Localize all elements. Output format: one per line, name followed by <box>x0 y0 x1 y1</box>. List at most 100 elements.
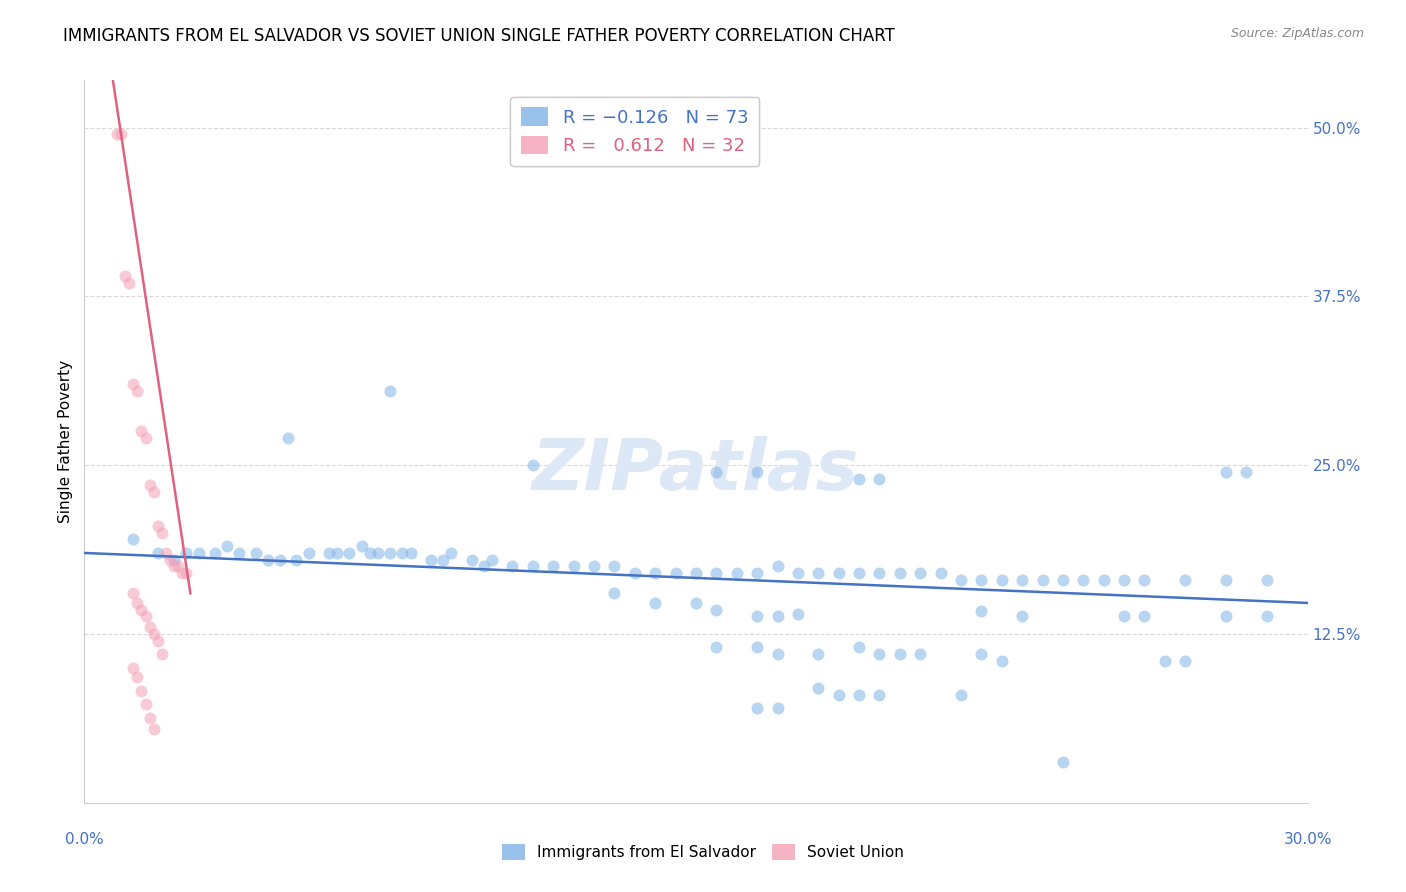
Point <box>910 566 932 581</box>
Point <box>603 559 626 574</box>
Point <box>706 465 728 479</box>
Point <box>1073 573 1095 587</box>
Point <box>1011 609 1033 624</box>
Point <box>174 546 197 560</box>
Legend: Immigrants from El Salvador, Soviet Union: Immigrants from El Salvador, Soviet Unio… <box>496 838 910 866</box>
Point <box>110 128 132 142</box>
Point <box>367 546 389 560</box>
Point <box>869 566 891 581</box>
Point <box>848 640 870 655</box>
Point <box>142 485 165 500</box>
Text: ZIPatlas: ZIPatlas <box>533 436 859 505</box>
Point <box>747 640 769 655</box>
Point <box>228 546 250 560</box>
Point <box>142 627 165 641</box>
Point <box>747 566 769 581</box>
Point <box>747 465 769 479</box>
Point <box>543 559 565 574</box>
Point <box>889 566 911 581</box>
Point <box>807 566 830 581</box>
Point <box>122 377 145 392</box>
Point <box>706 640 728 655</box>
Point <box>420 552 443 566</box>
Point <box>135 609 157 624</box>
Point <box>1133 573 1156 587</box>
Point <box>380 384 402 398</box>
Point <box>644 566 666 581</box>
Point <box>502 559 524 574</box>
Point <box>174 566 197 581</box>
Point <box>869 472 891 486</box>
Point <box>150 525 173 540</box>
Point <box>747 609 769 624</box>
Point <box>1256 573 1278 587</box>
Point <box>1052 756 1074 770</box>
Point <box>461 552 484 566</box>
Point <box>665 566 688 581</box>
Point <box>848 472 870 486</box>
Point <box>440 546 463 560</box>
Point <box>1154 654 1177 668</box>
Point <box>869 688 891 702</box>
Point <box>298 546 321 560</box>
Point <box>204 546 226 560</box>
Point <box>1114 573 1136 587</box>
Point <box>269 552 291 566</box>
Point <box>138 478 160 492</box>
Point <box>217 539 239 553</box>
Text: Source: ZipAtlas.com: Source: ZipAtlas.com <box>1230 27 1364 40</box>
Point <box>1215 573 1237 587</box>
Text: 0.0%: 0.0% <box>65 831 104 847</box>
Point <box>127 384 149 398</box>
Point <box>869 647 891 661</box>
Point <box>146 546 169 560</box>
Point <box>685 566 707 581</box>
Point <box>1114 609 1136 624</box>
Point <box>706 602 728 616</box>
Point <box>1133 609 1156 624</box>
Point <box>359 546 381 560</box>
Point <box>1052 573 1074 587</box>
Point <box>285 552 308 566</box>
Point <box>970 604 993 618</box>
Point <box>245 546 267 560</box>
Point <box>1174 654 1197 668</box>
Point <box>131 602 153 616</box>
Point <box>472 559 495 574</box>
Point <box>1236 465 1258 479</box>
Point <box>380 546 402 560</box>
Point <box>910 647 932 661</box>
Point <box>787 607 810 621</box>
Point <box>644 596 666 610</box>
Point <box>828 566 851 581</box>
Text: IMMIGRANTS FROM EL SALVADOR VS SOVIET UNION SINGLE FATHER POVERTY CORRELATION CH: IMMIGRANTS FROM EL SALVADOR VS SOVIET UN… <box>63 27 896 45</box>
Point <box>122 586 145 600</box>
Point <box>131 683 153 698</box>
Point <box>725 566 748 581</box>
Point <box>522 559 544 574</box>
Point <box>1011 573 1033 587</box>
Text: 30.0%: 30.0% <box>1284 831 1331 847</box>
Point <box>163 559 186 574</box>
Point <box>991 573 1014 587</box>
Point <box>583 559 606 574</box>
Point <box>277 431 299 445</box>
Point <box>1092 573 1115 587</box>
Legend: R = −0.126   N = 73, R =   0.612   N = 32: R = −0.126 N = 73, R = 0.612 N = 32 <box>510 96 759 166</box>
Point <box>432 552 454 566</box>
Y-axis label: Single Father Poverty: Single Father Poverty <box>58 360 73 523</box>
Point <box>562 559 585 574</box>
Point <box>991 654 1014 668</box>
Point <box>929 566 952 581</box>
Point <box>766 609 789 624</box>
Point <box>807 647 830 661</box>
Point <box>155 546 177 560</box>
Point <box>889 647 911 661</box>
Point <box>828 688 851 702</box>
Point <box>1256 609 1278 624</box>
Point <box>950 688 973 702</box>
Point <box>138 711 160 725</box>
Point <box>706 566 728 581</box>
Point <box>172 566 194 581</box>
Point <box>950 573 973 587</box>
